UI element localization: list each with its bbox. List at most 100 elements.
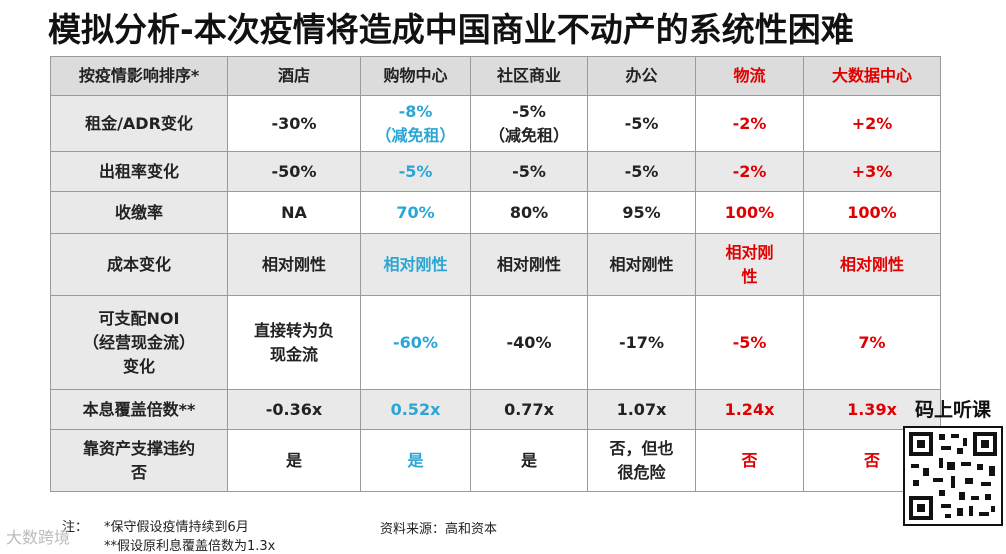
cell-line: 1.07x bbox=[616, 399, 667, 419]
cell-line: 95% bbox=[622, 202, 661, 222]
cell-line: -0.36x bbox=[265, 399, 323, 419]
table-row: 收缴率 NA 70% 80% 95% 100% 100% bbox=[50, 191, 941, 234]
cell-line: 相对刚 bbox=[725, 242, 774, 262]
table-cell: 0.52x bbox=[360, 389, 471, 430]
cell-line: -5% bbox=[624, 161, 659, 181]
note-assumption-2: **假设原利息覆盖倍数为1.3x bbox=[104, 539, 276, 554]
row-label-coverage: 本息覆盖倍数** bbox=[50, 389, 228, 430]
cell-line: 100% bbox=[724, 202, 775, 222]
cell-line: -5% bbox=[398, 161, 433, 181]
row-label-line: 可支配NOI bbox=[98, 308, 180, 328]
cell-line: -17% bbox=[619, 332, 664, 352]
table-cell: -5% （减免租） bbox=[470, 95, 588, 152]
table-cell: -60% bbox=[360, 295, 471, 390]
table-cell: -5% bbox=[695, 295, 804, 390]
table-cell: 0.77x bbox=[470, 389, 588, 430]
cell-line: 相对刚性 bbox=[496, 254, 561, 274]
row-label-cost: 成本变化 bbox=[50, 233, 228, 296]
table-cell: 相对刚性 bbox=[803, 233, 941, 296]
cell-line: -5% bbox=[512, 101, 546, 121]
table-cell: 100% bbox=[695, 191, 804, 234]
cell-line: 很危险 bbox=[617, 462, 666, 482]
table-cell: -30% bbox=[227, 95, 361, 152]
table-cell: -5% bbox=[360, 151, 471, 192]
cell-line: 80% bbox=[509, 202, 549, 222]
cell-line: 相对刚性 bbox=[261, 254, 326, 274]
table-cell: NA bbox=[227, 191, 361, 234]
table-cell: -5% bbox=[470, 151, 588, 192]
table-row: 靠资产支撑违约否 是 是 是 否，但也很危险 否 否 bbox=[50, 429, 941, 492]
cell-line: -50% bbox=[271, 161, 317, 181]
cell-line: 相对刚性 bbox=[839, 254, 904, 274]
cell-line: 是 bbox=[520, 450, 537, 470]
table-cell: 相对刚性 bbox=[470, 233, 588, 296]
table-cell: 80% bbox=[470, 191, 588, 234]
row-label-line: 靠资产支撑违约 bbox=[82, 438, 195, 458]
row-label-rent: 租金/ADR变化 bbox=[50, 95, 228, 152]
table-row: 出租率变化 -50% -5% -5% -5% -2% +3% bbox=[50, 151, 941, 192]
table-cell: 7% bbox=[803, 295, 941, 390]
cell-line: -5% bbox=[624, 113, 659, 133]
row-label-line: 变化 bbox=[122, 356, 155, 376]
cell-line: 是 bbox=[407, 450, 424, 470]
table-cell: -2% bbox=[695, 151, 804, 192]
table-row: 可支配NOI （经营现金流） 变化 直接转为负 现金流 -60% -40% -17% … bbox=[50, 295, 941, 390]
row-label-line: 本息覆盖倍数** bbox=[82, 399, 196, 419]
table-header-row: 按疫情影响排序* 酒店 购物中心 社区商业 办公 物流 大数据中心 bbox=[50, 56, 941, 96]
table-cell: 相对刚性 bbox=[587, 233, 696, 296]
cell-line: -8% bbox=[398, 101, 433, 121]
header-cell-datacenter: 大数据中心 bbox=[803, 56, 941, 96]
table-cell: -17% bbox=[587, 295, 696, 390]
cell-line: 否，但也 bbox=[609, 438, 674, 458]
table-cell: 1.24x bbox=[695, 389, 804, 430]
table-cell: 1.07x bbox=[587, 389, 696, 430]
header-cell-community: 社区商业 bbox=[470, 56, 588, 96]
table-cell: 是 bbox=[227, 429, 361, 492]
row-label-default: 靠资产支撑违约否 bbox=[50, 429, 228, 492]
row-label-line: 收缴率 bbox=[114, 202, 163, 222]
row-label-line: 否 bbox=[130, 462, 147, 482]
platform-logo: 大数跨境 bbox=[6, 528, 71, 547]
source-note: 资料来源：高和资本 bbox=[380, 522, 498, 537]
table-cell: -40% bbox=[470, 295, 588, 390]
row-label-line: 成本变化 bbox=[106, 254, 171, 274]
cell-line: 直接转为负 bbox=[253, 320, 334, 340]
qr-title: 码上听课 bbox=[914, 399, 991, 421]
page-title: 模拟分析-本次疫情将造成中国商业不动产的系统性困难 bbox=[48, 10, 854, 49]
note-assumption-1: *保守假设疫情持续到6月 bbox=[104, 520, 249, 535]
cell-line: 0.52x bbox=[390, 399, 441, 419]
table-cell: 100% bbox=[803, 191, 941, 234]
cell-line: 100% bbox=[847, 202, 897, 222]
note-label: 注： bbox=[62, 520, 89, 535]
cell-line: 相对刚性 bbox=[609, 254, 674, 274]
cell-line: 是 bbox=[285, 450, 302, 470]
header-cell-office: 办公 bbox=[587, 56, 696, 96]
cell-line: （减免租） bbox=[488, 125, 569, 145]
table-row: 成本变化 相对刚性 相对刚性 相对刚性 相对刚性 相对刚性 相对刚性 bbox=[50, 233, 941, 296]
table-cell: -50% bbox=[227, 151, 361, 192]
cell-line: 否 bbox=[741, 450, 758, 470]
table-cell: 直接转为负 现金流 bbox=[227, 295, 361, 390]
table-cell: -5% bbox=[587, 151, 696, 192]
table-cell: -2% bbox=[695, 95, 804, 152]
cell-line: 性 bbox=[741, 266, 758, 286]
cell-line: NA bbox=[281, 202, 307, 222]
qr-block: 码上听课 bbox=[903, 395, 1003, 526]
row-label-line: 租金/ADR变化 bbox=[85, 113, 193, 133]
header-cell-sort: 按疫情影响排序* bbox=[50, 56, 228, 96]
table-cell: 95% bbox=[587, 191, 696, 234]
header-cell-hotel: 酒店 bbox=[227, 56, 361, 96]
cell-line: -60% bbox=[393, 332, 438, 352]
table-cell: 是 bbox=[470, 429, 588, 492]
analysis-table: 按疫情影响排序* 酒店 购物中心 社区商业 办公 物流 大数据中心 租金/ADR… bbox=[50, 56, 941, 492]
row-label-line: 出租率变化 bbox=[98, 161, 179, 181]
cell-line: -30% bbox=[271, 113, 317, 133]
qr-code-icon[interactable] bbox=[903, 426, 1003, 526]
table-cell: +3% bbox=[803, 151, 941, 192]
header-cell-mall: 购物中心 bbox=[360, 56, 471, 96]
table-cell: 相对刚性 bbox=[360, 233, 471, 296]
table-cell: 否 bbox=[695, 429, 804, 492]
table-cell: -0.36x bbox=[227, 389, 361, 430]
cell-line: -2% bbox=[732, 161, 767, 181]
row-label-collection: 收缴率 bbox=[50, 191, 228, 234]
